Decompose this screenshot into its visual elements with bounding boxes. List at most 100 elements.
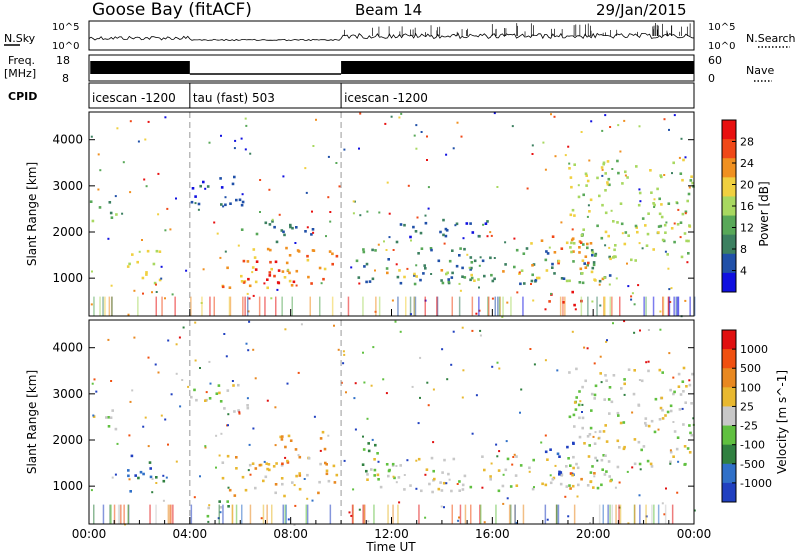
near-range-stripe — [587, 296, 589, 316]
echo-cell — [588, 433, 592, 436]
echo-cell — [289, 225, 292, 229]
echo-cell — [609, 257, 612, 261]
near-range-stripe — [161, 296, 163, 316]
echo-cell — [319, 437, 323, 440]
noise-cell — [165, 476, 168, 479]
echo-cell — [683, 445, 687, 448]
echo-cell — [532, 458, 535, 462]
near-range-stripe — [113, 504, 116, 524]
noise-cell — [456, 121, 459, 124]
noise-cell — [175, 197, 177, 200]
echo-cell — [598, 430, 602, 433]
nsky-tick-bottom: 10^0 — [52, 41, 79, 52]
echo-cell — [429, 247, 433, 250]
noise-cell — [677, 460, 680, 463]
echo-cell — [469, 222, 472, 225]
noise-cell — [215, 434, 218, 437]
echo-cell — [647, 424, 651, 428]
near-range-stripe — [634, 504, 636, 524]
echo-cell — [134, 474, 137, 477]
noise-cell — [489, 231, 492, 234]
near-range-stripe — [675, 296, 677, 316]
noise-cell — [395, 263, 398, 266]
echo-cell — [623, 445, 626, 449]
near-range-stripe — [598, 504, 601, 524]
echo-cell — [682, 390, 685, 393]
y-tick-label: 2000 — [52, 225, 83, 239]
noise-cell — [111, 476, 114, 479]
cpid-strip-frame — [88, 82, 695, 109]
noise-cell — [684, 299, 687, 302]
echo-cell — [515, 455, 518, 458]
echo-cell — [447, 278, 450, 281]
echo-cell — [279, 435, 282, 439]
near-range-stripe — [405, 296, 407, 316]
noise-cell — [362, 351, 364, 354]
noise-cell — [601, 168, 604, 171]
echo-cell — [306, 254, 309, 258]
noise-cell — [647, 360, 650, 363]
echo-cell — [373, 458, 376, 461]
echo-cell — [399, 464, 402, 467]
near-range-stripe — [544, 504, 547, 524]
echo-cell — [240, 228, 244, 231]
noise-cell — [248, 297, 251, 300]
echo-cell — [661, 238, 665, 242]
echo-cell — [586, 242, 589, 246]
noise-cell — [218, 454, 221, 457]
noise-cell — [107, 338, 110, 341]
noise-cell — [679, 236, 682, 239]
echo-cell — [572, 466, 575, 470]
echo-cell — [669, 450, 673, 454]
echo-cell — [585, 184, 588, 187]
echo-cell — [607, 398, 611, 401]
near-range-stripe — [488, 296, 490, 316]
noise-cell — [415, 487, 418, 490]
echo-cell — [601, 468, 604, 471]
echo-cell — [690, 175, 693, 178]
echo-cell — [612, 374, 616, 377]
echo-cell — [145, 273, 148, 276]
noise-cell — [597, 437, 600, 440]
echo-cell — [145, 271, 148, 274]
near-range-stripe — [169, 504, 171, 524]
noise-cell — [284, 328, 287, 331]
echo-cell — [604, 230, 608, 234]
noise-cell — [143, 178, 146, 181]
echo-cell — [637, 440, 641, 444]
near-range-stripe — [305, 504, 307, 524]
echo-cell — [228, 488, 232, 492]
colorbar-swatch — [722, 139, 736, 159]
near-range-stripe — [282, 504, 284, 524]
noise-cell — [147, 445, 150, 448]
echo-cell — [280, 229, 284, 232]
echo-cell — [296, 249, 300, 252]
near-range-stripe — [284, 504, 286, 524]
echo-cell — [622, 447, 626, 451]
echo-cell — [636, 230, 639, 234]
colorbar-frame — [721, 329, 737, 503]
x-axis-label: Time UT — [365, 540, 416, 554]
echo-cell — [281, 435, 284, 438]
echo-cell — [415, 275, 418, 278]
echo-cell — [362, 448, 366, 451]
noise-cell — [97, 153, 100, 156]
noise-cell — [486, 235, 489, 238]
echo-cell — [525, 247, 529, 250]
noise-cell — [445, 482, 448, 485]
echo-cell — [569, 246, 572, 249]
echo-cell — [469, 278, 472, 282]
colorbar-tick-label: 24 — [740, 157, 754, 170]
noise-cell — [233, 147, 236, 150]
y-tick-label: 3000 — [52, 179, 83, 193]
noise-cell — [306, 226, 309, 229]
echo-cell — [221, 285, 225, 289]
noise-cell — [166, 207, 169, 210]
echo-cell — [489, 256, 492, 260]
noise-cell — [327, 434, 330, 437]
x-tick-label: 00:00 — [72, 527, 107, 541]
noise-cell — [91, 382, 94, 385]
echo-cell — [570, 238, 574, 242]
near-range-stripe — [229, 296, 232, 316]
noise-cell — [426, 381, 429, 384]
